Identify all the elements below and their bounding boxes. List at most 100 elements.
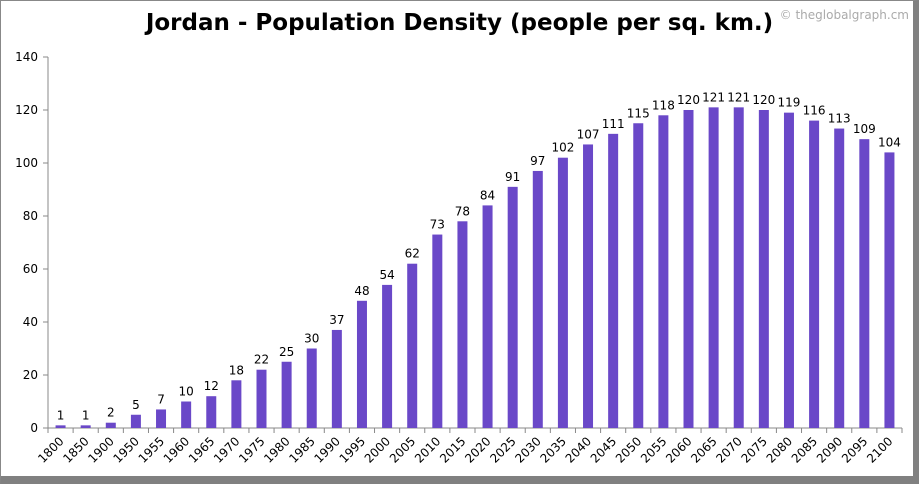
data-label: 73 xyxy=(430,218,445,232)
data-label: 2 xyxy=(107,406,115,420)
data-label: 102 xyxy=(551,141,574,155)
y-tick-label: 20 xyxy=(23,368,38,382)
x-tick-label: 2050 xyxy=(613,434,644,465)
y-tick-label: 140 xyxy=(15,50,38,64)
data-label: 10 xyxy=(179,385,194,399)
x-tick-label: 2030 xyxy=(512,434,543,465)
x-tick-label: 2055 xyxy=(638,434,669,465)
bar xyxy=(809,120,820,428)
data-label: 84 xyxy=(480,188,495,202)
bar xyxy=(306,348,317,428)
data-label: 120 xyxy=(752,93,775,107)
data-label: 118 xyxy=(652,98,675,112)
bar xyxy=(80,425,91,428)
data-label: 1 xyxy=(57,408,65,422)
data-label: 7 xyxy=(157,392,165,406)
x-tick-label: 2020 xyxy=(462,434,493,465)
x-tick-label: 1960 xyxy=(161,434,192,465)
data-label: 12 xyxy=(204,379,219,393)
x-tick-label: 2090 xyxy=(814,434,845,465)
y-tick-label: 100 xyxy=(15,156,38,170)
bar xyxy=(532,170,543,428)
bar xyxy=(658,115,669,429)
bar xyxy=(583,144,594,428)
y-tick-label: 80 xyxy=(23,209,38,223)
data-label: 120 xyxy=(677,93,700,107)
bar xyxy=(783,112,794,429)
x-tick-label: 1955 xyxy=(136,434,167,465)
bar xyxy=(231,380,242,428)
x-tick-label: 2080 xyxy=(764,434,795,465)
bar xyxy=(432,234,443,428)
x-tick-label: 1980 xyxy=(261,434,292,465)
data-label: 115 xyxy=(627,106,650,120)
data-label: 25 xyxy=(279,345,294,359)
bar xyxy=(156,409,167,428)
x-tick-label: 2010 xyxy=(412,434,443,465)
watermark: © theglobalgraph.cm xyxy=(779,8,909,22)
data-label: 78 xyxy=(455,204,470,218)
y-tick-label: 40 xyxy=(23,315,38,329)
data-label: 22 xyxy=(254,353,269,367)
x-tick-label: 2005 xyxy=(387,434,418,465)
x-tick-label: 1900 xyxy=(85,434,116,465)
data-label: 121 xyxy=(702,90,725,104)
bar xyxy=(683,110,694,428)
bar xyxy=(633,123,644,428)
data-label: 121 xyxy=(727,90,750,104)
x-tick-label: 1950 xyxy=(111,434,142,465)
y-tick-label: 120 xyxy=(15,103,38,117)
x-tick-label: 2070 xyxy=(713,434,744,465)
bar xyxy=(859,139,870,428)
x-tick-label: 2000 xyxy=(362,434,393,465)
x-tick-label: 1995 xyxy=(337,434,368,465)
bar xyxy=(608,133,619,428)
bar xyxy=(105,422,116,428)
data-label: 111 xyxy=(602,117,625,131)
data-label: 37 xyxy=(329,313,344,327)
data-label: 62 xyxy=(405,247,420,261)
x-tick-label: 1990 xyxy=(311,434,342,465)
bar xyxy=(733,107,744,428)
x-tick-label: 2095 xyxy=(839,434,870,465)
bar xyxy=(206,396,217,428)
x-tick-label: 2045 xyxy=(588,434,619,465)
bar xyxy=(281,361,292,428)
x-tick-label: 2015 xyxy=(437,434,468,465)
bar xyxy=(407,263,418,428)
x-tick-label: 2075 xyxy=(738,434,769,465)
data-label: 116 xyxy=(803,104,826,118)
data-label: 1 xyxy=(82,408,90,422)
bar xyxy=(557,157,568,428)
x-tick-label: 2025 xyxy=(487,434,518,465)
x-tick-label: 1985 xyxy=(286,434,317,465)
bar xyxy=(457,221,468,428)
x-tick-label: 1975 xyxy=(236,434,267,465)
bar xyxy=(482,205,493,428)
data-label: 91 xyxy=(505,170,520,184)
chart-title: Jordan - Population Density (people per … xyxy=(145,10,774,36)
x-tick-label: 2065 xyxy=(688,434,719,465)
bar xyxy=(758,110,769,428)
data-label: 107 xyxy=(577,127,600,141)
x-tick-label: 2040 xyxy=(563,434,594,465)
data-label: 30 xyxy=(304,332,319,346)
x-tick-label: 1850 xyxy=(60,434,91,465)
data-label: 119 xyxy=(778,96,801,110)
x-tick-label: 1970 xyxy=(211,434,242,465)
data-label: 97 xyxy=(530,154,545,168)
data-label: 18 xyxy=(229,363,244,377)
data-label: 109 xyxy=(853,122,876,136)
x-tick-label: 2100 xyxy=(864,434,895,465)
bar xyxy=(507,186,518,428)
data-label: 104 xyxy=(878,135,901,149)
bar xyxy=(356,300,367,428)
bar xyxy=(331,329,342,428)
x-tick-label: 1965 xyxy=(186,434,217,465)
bar xyxy=(181,401,192,428)
data-label: 54 xyxy=(379,268,394,282)
bar xyxy=(382,284,393,428)
x-tick-label: 2085 xyxy=(789,434,820,465)
